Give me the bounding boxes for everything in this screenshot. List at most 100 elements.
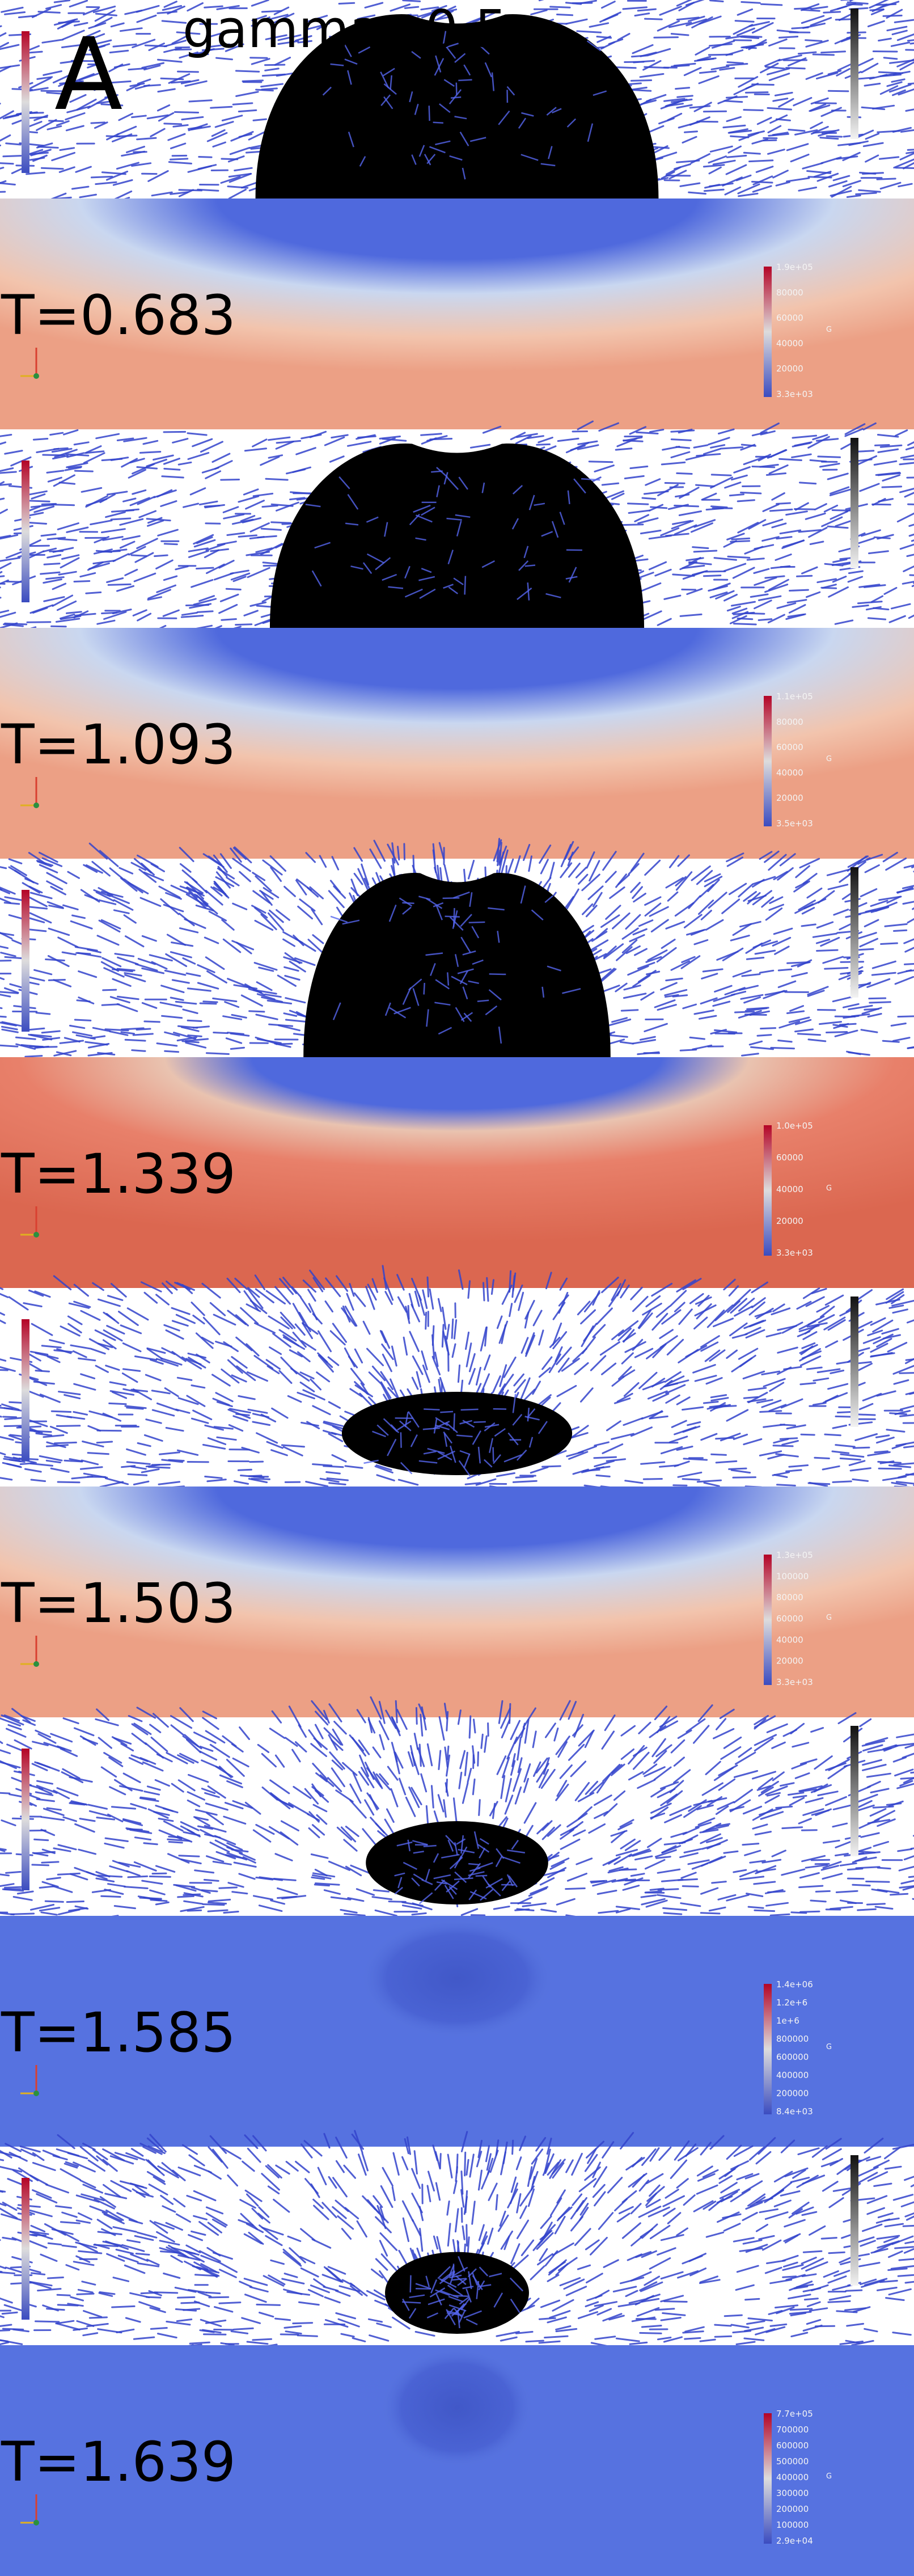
velocity-arrow	[596, 1307, 613, 1325]
velocity-arrow	[39, 1907, 61, 1912]
velocity-arrow	[706, 1796, 723, 1807]
velocity-arrow	[145, 1464, 160, 1468]
velocity-arrow	[78, 2250, 103, 2254]
velocity-arrow	[712, 159, 736, 166]
velocity-arrow	[66, 611, 82, 614]
velocity-arrow	[771, 522, 787, 529]
velocity-arrow	[663, 2300, 688, 2303]
velocity-arrow	[816, 1368, 841, 1374]
velocity-arrow	[133, 1861, 157, 1872]
velocity-arrow	[95, 1718, 119, 1726]
velocity-arrow	[155, 1901, 170, 1906]
velocity-arrow	[247, 1288, 264, 1309]
velocity-arrow	[99, 493, 116, 503]
velocity-arrow	[227, 1409, 251, 1419]
velocity-arrow	[151, 1409, 175, 1417]
velocity-arrow	[775, 1805, 793, 1809]
velocity-arrow	[714, 985, 733, 993]
velocity-arrow	[261, 505, 278, 508]
velocity-arrow	[120, 1743, 134, 1752]
velocity-arrow	[46, 1807, 62, 1811]
velocity-arrow	[111, 1806, 137, 1810]
velocity-arrow	[66, 462, 88, 468]
velocity-arrow	[623, 440, 644, 442]
velocity-arrow	[42, 1037, 61, 1041]
velocity-arrow	[276, 909, 290, 921]
velocity-arrow	[761, 896, 775, 908]
velocity-arrow	[160, 985, 185, 994]
velocity-arrow	[180, 1026, 200, 1032]
inner-flow-arrow	[433, 902, 444, 907]
velocity-arrow	[163, 575, 178, 581]
frame-6: 7.7e+05700000600000500000400000300000200…	[0, 2130, 914, 2576]
velocity-arrow	[58, 1391, 81, 1396]
velocity-arrow	[28, 885, 43, 894]
velocity-arrow	[738, 1348, 759, 1360]
velocity-arrow	[100, 1895, 121, 1898]
velocity-arrow	[636, 431, 659, 434]
colorbar-tick-label: 40000	[776, 767, 803, 778]
velocity-arrow	[728, 1285, 739, 1297]
velocity-arrow	[0, 1407, 14, 1410]
inner-flow-arrow	[450, 1445, 456, 1463]
velocity-arrow	[302, 1322, 313, 1340]
inner-flow-arrow	[581, 478, 600, 481]
velocity-arrow	[771, 1307, 791, 1316]
velocity-arrow	[510, 1760, 516, 1776]
velocity-arrow	[650, 1806, 668, 1820]
velocity-arrow	[118, 1861, 141, 1868]
inner-flow-arrow	[468, 980, 479, 985]
velocity-arrow	[73, 1411, 88, 1416]
velocity-arrow	[892, 89, 906, 96]
velocity-arrow	[274, 57, 291, 66]
velocity-arrow	[859, 938, 878, 948]
velocity-arrow	[832, 175, 850, 181]
velocity-arrow	[657, 20, 680, 32]
velocity-arrow	[252, 872, 266, 881]
velocity-arrow	[650, 1802, 672, 1814]
velocity-arrow	[379, 1773, 389, 1785]
velocity-arrow	[266, 1365, 280, 1374]
velocity-arrow	[501, 1756, 510, 1779]
inner-flow-arrow	[426, 898, 443, 909]
velocity-arrow	[225, 1037, 243, 1044]
velocity-arrow	[649, 1415, 668, 1420]
velocity-arrow	[137, 854, 159, 868]
velocity-arrow	[836, 67, 850, 77]
inner-flow-arrow	[433, 1853, 439, 1863]
velocity-arrow	[667, 891, 679, 902]
velocity-arrow	[415, 1707, 418, 1725]
velocity-arrow	[686, 588, 703, 596]
velocity-arrow	[682, 1885, 699, 1887]
velocity-arrow	[246, 1303, 261, 1312]
velocity-arrow	[52, 74, 72, 84]
velocity-arrow	[723, 1850, 739, 1854]
velocity-arrow	[611, 1329, 624, 1340]
velocity-arrow	[649, 1887, 665, 1891]
velocity-arrow	[603, 945, 617, 958]
velocity-arrow	[10, 865, 27, 876]
velocity-arrow	[634, 1348, 654, 1358]
velocity-arrow	[771, 1849, 786, 1857]
velocity-arrow	[51, 151, 75, 162]
velocity-arrow	[132, 1033, 154, 1036]
velocity-arrow	[799, 1382, 816, 1386]
velocity-arrow	[323, 1420, 344, 1427]
velocity-arrow	[240, 994, 263, 1007]
velocity-arrow	[751, 138, 768, 145]
velocity-arrow	[218, 603, 238, 614]
velocity-arrow	[549, 1861, 565, 1870]
velocity-arrow	[0, 1312, 5, 1316]
velocity-arrow	[511, 1753, 516, 1767]
velocity-arrow	[780, 1398, 803, 1409]
velocity-arrow	[737, 499, 755, 502]
velocity-arrow	[647, 1390, 668, 1400]
velocity-arrow	[769, 896, 784, 904]
velocity-arrow	[742, 1370, 765, 1380]
velocity-arrow	[651, 1312, 668, 1331]
velocity-arrow	[0, 557, 21, 562]
velocity-arrow	[869, 8, 885, 11]
velocity-arrow	[107, 583, 132, 586]
velocity-arrow	[150, 1899, 168, 1902]
velocity-arrow	[75, 166, 92, 173]
